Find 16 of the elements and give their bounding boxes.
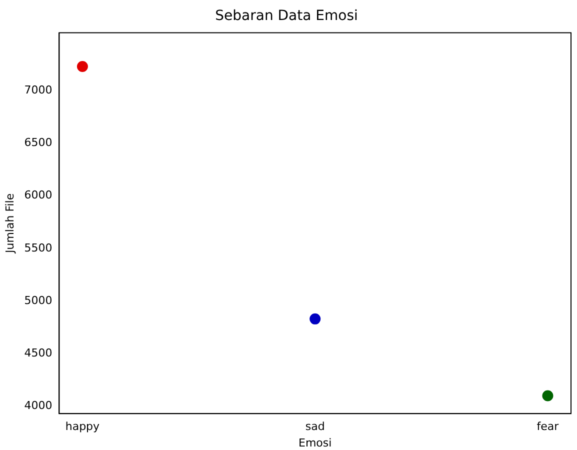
y-tick-label: 4000: [24, 399, 52, 412]
x-tick-label: sad: [305, 420, 325, 434]
x-tick-label: fear: [536, 420, 560, 434]
x-tick-label: happy: [65, 420, 100, 434]
y-tick-label: 7000: [24, 84, 52, 97]
point: [310, 313, 321, 324]
y-tick-label: 6000: [24, 188, 52, 202]
point: [76, 60, 88, 72]
y-tick-label: 6500: [24, 136, 52, 150]
point: [542, 390, 554, 402]
chart-title: Sebaran Data Emosi: [215, 8, 358, 24]
y-axis-title: Jumlah File: [3, 193, 16, 254]
y-tick-label: 5000: [24, 294, 52, 307]
y-tick-label: 5500: [24, 241, 52, 254]
x-axis-title: Emosi: [298, 436, 332, 450]
y-tick-label: 4500: [24, 346, 52, 360]
